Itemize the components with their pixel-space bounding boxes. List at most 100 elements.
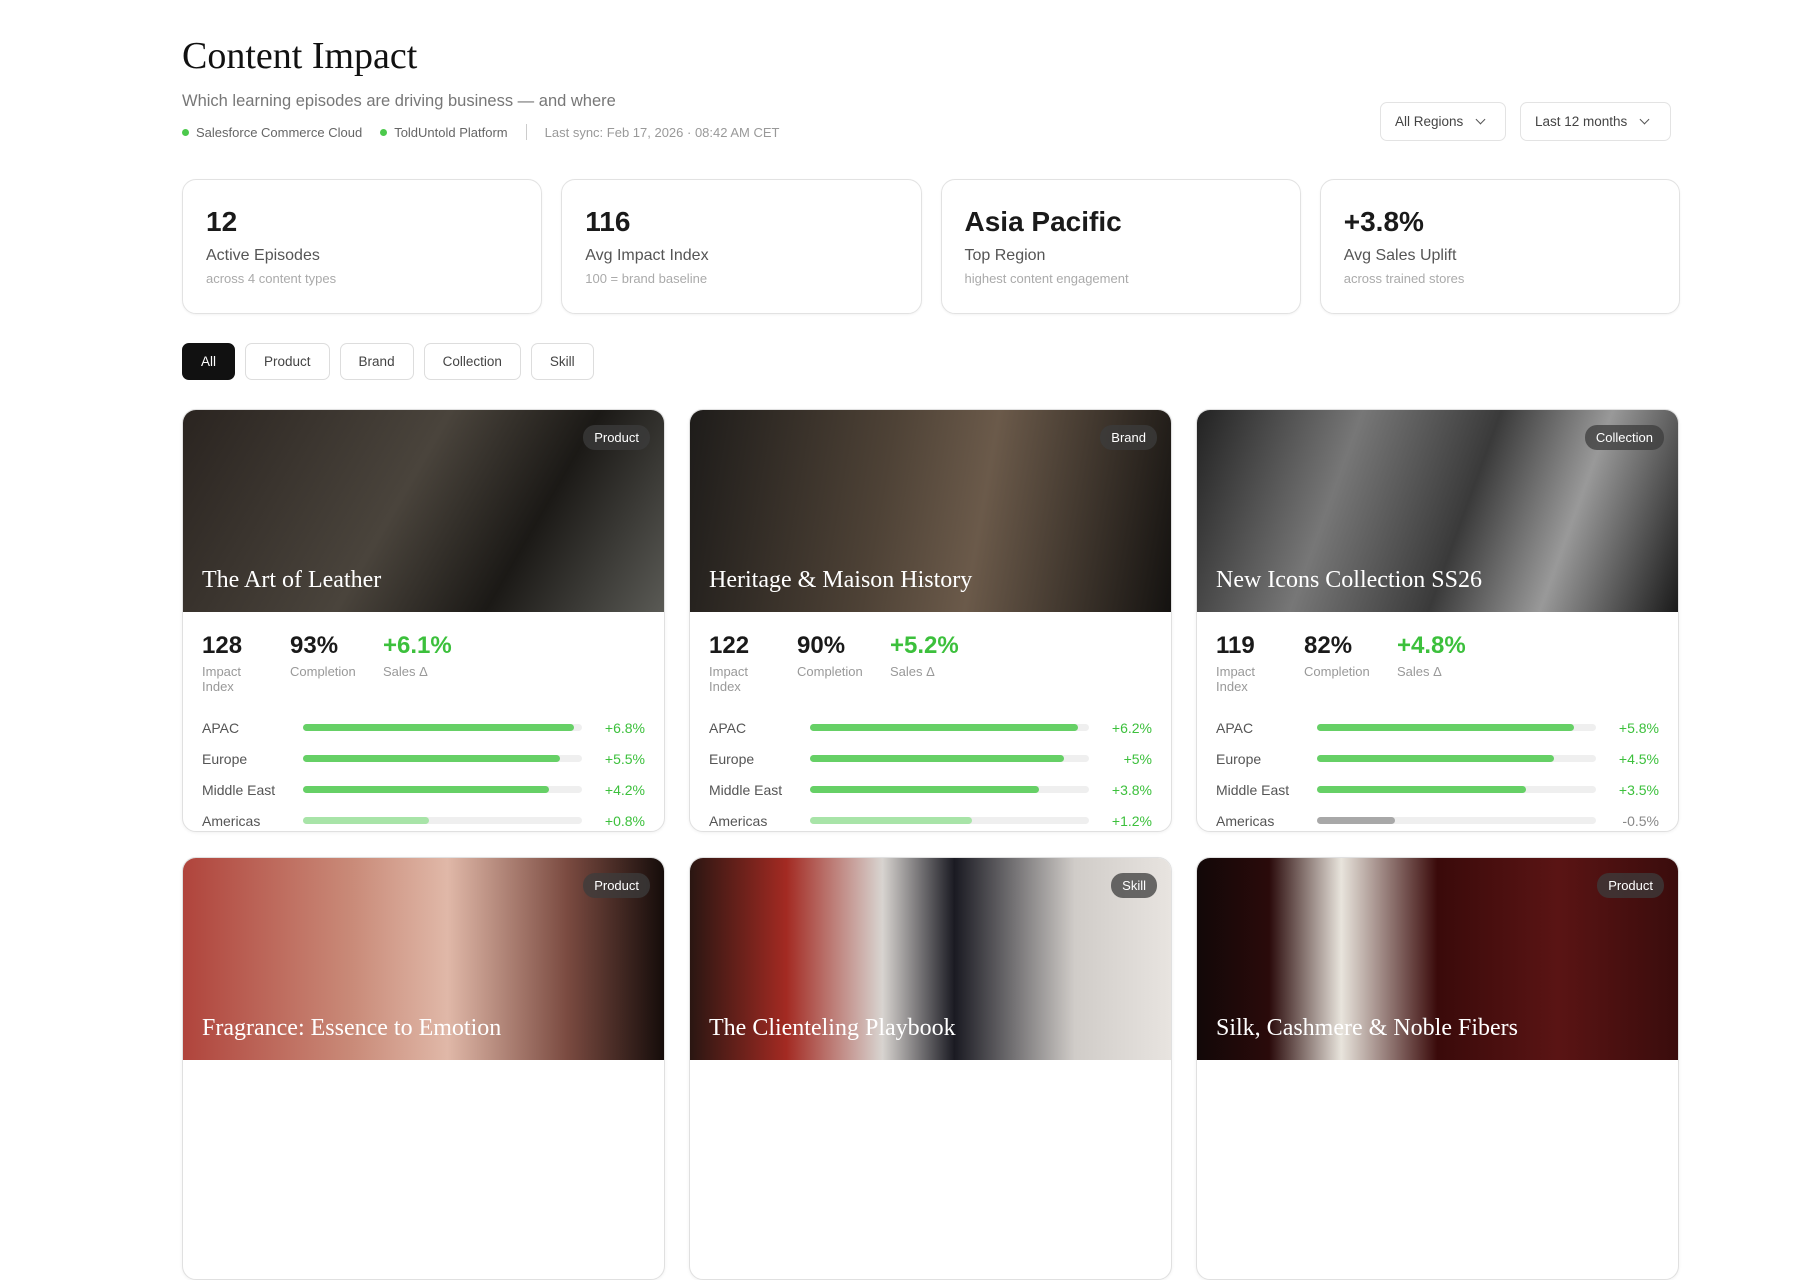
source-label: Salesforce Commerce Cloud: [196, 124, 363, 140]
region-row: Middle East +4.2%: [202, 774, 645, 805]
region-name: Americas: [1216, 812, 1275, 829]
kpi-sub: highest content engagement: [964, 271, 1129, 286]
region-bar-track: [810, 724, 1089, 731]
kpi-card: Asia Pacific Top Region highest content en…: [940, 179, 1301, 314]
region-bar-track: [810, 817, 1089, 824]
filter-brand[interactable]: Brand: [339, 343, 414, 380]
region-value: +0.8%: [604, 812, 645, 829]
stat-sales: +6.1% Sales Δ: [383, 632, 452, 694]
region-value: +1.2%: [1111, 812, 1152, 829]
kpi-sub: across trained stores: [1343, 271, 1465, 286]
region-row: Europe +5%: [709, 743, 1152, 774]
region-name: APAC: [1216, 719, 1254, 736]
sales-value: +5.2%: [890, 632, 959, 659]
region-row: Middle East +3.5%: [1216, 774, 1659, 805]
filter-collection[interactable]: Collection: [423, 343, 521, 380]
impact-label: Impact Index: [202, 664, 242, 694]
region-value: +5.8%: [1618, 719, 1659, 736]
stat-sales: +5.2% Sales Δ: [890, 632, 959, 694]
kpi-card: 116 Avg Impact Index 100 = brand baseline: [561, 179, 922, 314]
region-row: Americas +1.2%: [709, 805, 1152, 831]
region-row: Europe +4.5%: [1216, 743, 1659, 774]
region-name: Americas: [709, 812, 768, 829]
region-bar-track: [810, 786, 1089, 793]
episode-grid: Product The Art of Leather 128 Impact Inde…: [182, 409, 1680, 1280]
stat-sales: +4.8% Sales Δ: [1397, 632, 1466, 694]
completion-value: 90%: [797, 632, 846, 659]
filter-all[interactable]: All: [182, 343, 236, 380]
episode-card[interactable]: Collection New Icons Collection SS26 119 I…: [1196, 409, 1679, 832]
stat-impact: 119 Impact Index: [1216, 632, 1282, 694]
region-bar-track: [1317, 724, 1596, 731]
episode-title: Silk, Cashmere & Noble Fibers: [1216, 1015, 1518, 1041]
type-badge: Brand: [1100, 425, 1157, 450]
region-bar-track: [1317, 755, 1596, 762]
sales-label: Sales Δ: [383, 664, 428, 679]
impact-label: Impact Index: [709, 664, 749, 694]
episode-card[interactable]: Brand Heritage & Maison History 122 Impact…: [689, 409, 1172, 832]
filter-skill[interactable]: Skill: [530, 343, 594, 380]
region-bar-track: [303, 755, 582, 762]
sales-label: Sales Δ: [890, 664, 935, 679]
page-subtitle: Which learning episodes are driving busi…: [182, 92, 616, 110]
region-name: Europe: [1216, 750, 1262, 767]
completion-label: Completion: [797, 664, 863, 679]
kpi-label: Active Episodes: [206, 247, 320, 264]
region-breakdown: APAC +6.8% Europe +5.5% Middle East +4.2% Amer…: [183, 694, 664, 831]
episode-image: Brand Heritage & Maison History: [690, 410, 1171, 612]
region-bar-fill: [810, 786, 1039, 793]
completion-label: Completion: [1304, 664, 1370, 679]
episode-title: Heritage & Maison History: [709, 567, 973, 593]
impact-value: 119: [1216, 632, 1255, 659]
region-bar-fill: [303, 755, 560, 762]
episode-card[interactable]: Product The Art of Leather 128 Impact Inde…: [182, 409, 665, 832]
type-filters: All Product Brand Collection Skill: [182, 343, 594, 380]
completion-value: 93%: [290, 632, 339, 659]
filter-product[interactable]: Product: [245, 343, 330, 380]
region-dropdown[interactable]: All Regions: [1380, 102, 1506, 141]
region-bar-fill: [810, 724, 1078, 731]
impact-label: Impact Index: [1216, 664, 1256, 694]
region-value: +3.5%: [1618, 781, 1659, 798]
episode-stats: 119 Impact Index 82% Completion +4.8% Sales…: [1197, 612, 1678, 694]
region-name: Europe: [709, 750, 755, 767]
last-sync: Last sync: Feb 17, 2026 · 08:42 AM CET: [544, 124, 780, 140]
region-row: Europe +5.5%: [202, 743, 645, 774]
sales-label: Sales Δ: [1397, 664, 1442, 679]
status-dot-icon: [182, 128, 189, 136]
region-name: Europe: [202, 750, 248, 767]
page-title: Content Impact: [182, 35, 418, 77]
episode-card[interactable]: Product Fragrance: Essence to Emotion: [182, 857, 665, 1280]
region-dropdown-label: All Regions: [1395, 114, 1464, 129]
region-bar-track: [303, 817, 582, 824]
region-breakdown: APAC +5.8% Europe +4.5% Middle East +3.5% Amer…: [1197, 694, 1678, 831]
kpi-row: 12 Active Episodes across 4 content types 1…: [182, 179, 1680, 314]
divider: [525, 124, 527, 140]
region-bar-fill: [303, 724, 574, 731]
impact-value: 122: [709, 632, 750, 659]
region-bar-track: [303, 786, 582, 793]
type-badge: Skill: [1111, 873, 1157, 898]
episode-card[interactable]: Product Silk, Cashmere & Noble Fibers: [1196, 857, 1679, 1280]
episode-title: New Icons Collection SS26: [1216, 567, 1482, 593]
kpi-value: 12: [206, 206, 238, 237]
episode-image: Product The Art of Leather: [183, 410, 664, 612]
region-bar-fill: [303, 786, 549, 793]
type-badge: Product: [1597, 873, 1664, 898]
status-dot-icon: [380, 128, 388, 136]
region-breakdown: APAC +6.2% Europe +5% Middle East +3.8% Americ…: [690, 694, 1171, 831]
kpi-value: 116: [585, 206, 631, 237]
period-dropdown[interactable]: Last 12 months: [1520, 102, 1671, 141]
region-value: +6.8%: [604, 719, 645, 736]
episode-image: Product Fragrance: Essence to Emotion: [183, 858, 664, 1060]
episode-title: The Clienteling Playbook: [709, 1015, 956, 1041]
source-salesforce: Salesforce Commerce Cloud: [182, 125, 362, 140]
period-dropdown-label: Last 12 months: [1535, 114, 1628, 129]
type-badge: Product: [583, 425, 650, 450]
kpi-sub: across 4 content types: [206, 271, 337, 286]
region-row: APAC +6.2%: [709, 712, 1152, 743]
sales-value: +6.1%: [383, 632, 452, 659]
episode-card[interactable]: Skill The Clienteling Playbook: [689, 857, 1172, 1280]
region-value: -0.5%: [1622, 812, 1659, 829]
region-row: Americas -0.5%: [1216, 805, 1659, 831]
